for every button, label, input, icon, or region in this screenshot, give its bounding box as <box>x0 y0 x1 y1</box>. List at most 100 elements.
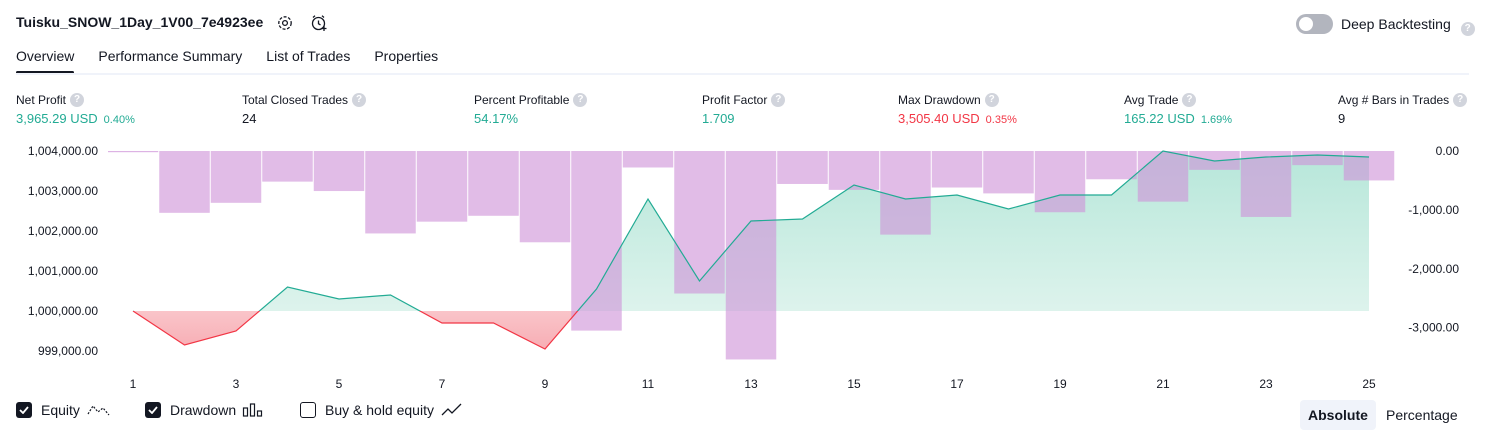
tab-properties[interactable]: Properties <box>374 48 438 74</box>
help-icon[interactable]: ? <box>1453 93 1467 107</box>
metric-value: 3,965.29 USD <box>16 111 98 126</box>
drawdown-bar[interactable] <box>674 151 725 294</box>
metric-avg-trade: Avg Trade? 165.22 USD 1.69% <box>1124 93 1232 126</box>
drawdown-bar[interactable] <box>983 151 1034 193</box>
metric-value: 165.22 USD <box>1124 111 1195 126</box>
metric-value: 9 <box>1338 111 1345 126</box>
right-axis-tick-label: -3,000.00 <box>1408 321 1459 335</box>
x-axis-tick-label: 19 <box>1053 377 1067 391</box>
left-axis-tick-label: 1,000,000.00 <box>28 304 98 318</box>
add-alert-clock-icon[interactable] <box>309 13 329 33</box>
x-axis-tick-label: 15 <box>847 377 861 391</box>
help-icon[interactable]: ? <box>1461 22 1475 36</box>
drawdown-bar[interactable] <box>726 151 777 359</box>
drawdown-bar[interactable] <box>520 151 571 242</box>
settings-gear-icon[interactable] <box>275 13 295 33</box>
right-axis-tick-label: -1,000.00 <box>1408 203 1459 217</box>
drawdown-bar[interactable] <box>108 151 158 152</box>
metric-label: Total Closed Trades <box>242 93 348 107</box>
drawdown-bar[interactable] <box>829 151 880 190</box>
metric-percent: 0.35% <box>986 114 1017 126</box>
drawdown-bar[interactable] <box>571 151 622 331</box>
metric-label: Avg # Bars in Trades <box>1338 93 1449 107</box>
x-axis-tick-label: 23 <box>1259 377 1273 391</box>
equity-checkbox[interactable] <box>16 402 32 418</box>
drawdown-bar[interactable] <box>417 151 468 222</box>
help-icon[interactable]: ? <box>352 93 366 107</box>
drawdown-bar[interactable] <box>880 151 931 235</box>
metric-percent-profitable: Percent Profitable? 54.17% <box>474 93 587 126</box>
metric-value: 1.709 <box>702 111 735 126</box>
metric-label: Profit Factor <box>702 93 767 107</box>
help-icon[interactable]: ? <box>573 93 587 107</box>
metric-value: 24 <box>242 111 256 126</box>
help-icon[interactable]: ? <box>771 93 785 107</box>
tab-overview[interactable]: Overview <box>16 48 74 74</box>
drawdown-bar[interactable] <box>365 151 416 233</box>
x-axis-tick-label: 21 <box>1156 377 1170 391</box>
x-axis-tick-label: 7 <box>439 377 446 391</box>
x-axis-tick-label: 5 <box>336 377 343 391</box>
metric-percent: 1.69% <box>1201 114 1232 126</box>
right-axis-tick-label: -2,000.00 <box>1408 262 1459 276</box>
drawdown-bar[interactable] <box>1344 151 1395 180</box>
buy-hold-checkbox[interactable] <box>300 402 316 418</box>
legend-buy-hold-equity[interactable]: Buy & hold equity <box>300 402 464 418</box>
deep-backtesting-label: Deep Backtesting ? <box>1341 16 1475 36</box>
drawdown-bar[interactable] <box>1292 151 1343 165</box>
metric-label: Avg Trade <box>1124 93 1178 107</box>
legend-equity-label: Equity <box>41 402 80 418</box>
drawdown-bars-icon <box>242 402 264 418</box>
drawdown-bar[interactable] <box>262 151 313 182</box>
drawdown-checkbox[interactable] <box>145 402 161 418</box>
equity-line-icon <box>86 402 112 418</box>
legend-drawdown[interactable]: Drawdown <box>145 402 264 418</box>
tab-list-of-trades[interactable]: List of Trades <box>266 48 350 74</box>
metric-avg-bars-in-trades: Avg # Bars in Trades? 9 <box>1338 93 1467 126</box>
drawdown-bar[interactable] <box>1086 151 1137 179</box>
metric-label: Max Drawdown <box>898 93 981 107</box>
drawdown-bar[interactable] <box>932 151 983 188</box>
metric-label: Net Profit <box>16 93 66 107</box>
help-icon[interactable]: ? <box>1182 93 1196 107</box>
help-icon[interactable]: ? <box>70 93 84 107</box>
metric-net-profit: Net Profit? 3,965.29 USD 0.40% <box>16 93 135 126</box>
drawdown-bar[interactable] <box>777 151 828 184</box>
x-axis-tick-label: 1 <box>130 377 137 391</box>
tab-performance-summary[interactable]: Performance Summary <box>98 48 242 74</box>
x-axis-tick-label: 25 <box>1362 377 1376 391</box>
drawdown-bar[interactable] <box>211 151 262 203</box>
drawdown-bar[interactable] <box>1035 151 1086 212</box>
legend-buy-hold-label: Buy & hold equity <box>325 402 434 418</box>
tabs-divider <box>16 73 1469 75</box>
metric-total-closed-trades: Total Closed Trades? 24 <box>242 93 366 126</box>
strategy-title: Tuisku_SNOW_1Day_1V00_7e4923ee <box>16 14 263 30</box>
x-axis-tick-label: 9 <box>542 377 549 391</box>
drawdown-bar[interactable] <box>1241 151 1292 217</box>
legend-equity[interactable]: Equity <box>16 402 112 418</box>
equity-drawdown-chart[interactable]: 1,004,000.00 1,003,000.00 1,002,000.00 1,00… <box>0 140 1486 398</box>
drawdown-bar[interactable] <box>314 151 365 191</box>
drawdown-bar[interactable] <box>623 151 674 167</box>
drawdown-bar[interactable] <box>159 151 210 213</box>
x-axis-tick-label: 17 <box>950 377 964 391</box>
buy-hold-line-icon <box>440 402 464 418</box>
metric-percent: 0.40% <box>104 114 135 126</box>
drawdown-bar[interactable] <box>468 151 519 216</box>
percentage-button[interactable]: Percentage <box>1386 400 1458 430</box>
help-icon[interactable]: ? <box>985 93 999 107</box>
tab-bar: Overview Performance Summary List of Tra… <box>16 48 462 74</box>
left-axis-tick-label: 1,004,000.00 <box>28 144 98 158</box>
x-axis-tick-label: 3 <box>233 377 240 391</box>
legend-drawdown-label: Drawdown <box>170 402 236 418</box>
drawdown-bar[interactable] <box>1138 151 1189 202</box>
left-axis-tick-label: 1,001,000.00 <box>28 264 98 278</box>
x-axis-tick-label: 13 <box>744 377 758 391</box>
left-axis-tick-label: 999,000.00 <box>38 344 98 358</box>
metric-profit-factor: Profit Factor? 1.709 <box>702 93 785 126</box>
absolute-button[interactable]: Absolute <box>1300 400 1376 430</box>
metric-value: 54.17% <box>474 111 518 126</box>
x-axis-tick-label: 11 <box>642 377 655 391</box>
deep-backtesting-toggle[interactable] <box>1296 14 1333 34</box>
right-axis-tick-label: 0.00 <box>1436 144 1460 158</box>
